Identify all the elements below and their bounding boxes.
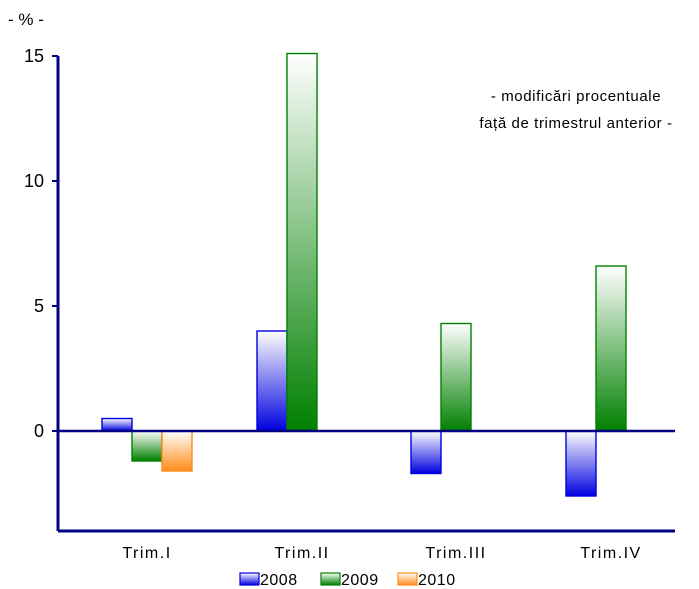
bars-layer bbox=[101, 52, 627, 497]
y-tick-label: 0 bbox=[34, 421, 44, 441]
legend-label-2010: 2010 bbox=[418, 572, 456, 589]
bar-2008-trim-ii bbox=[256, 330, 288, 432]
axes-layer bbox=[52, 55, 675, 533]
bar-2008-trim-i bbox=[101, 417, 133, 432]
bar-2009-trim-iii bbox=[440, 322, 472, 432]
x-tick-label: Trim.I bbox=[122, 545, 171, 562]
unit-label: - % - bbox=[8, 10, 44, 29]
bar-2009-trim-iv bbox=[595, 265, 627, 432]
note-line-1: - modificări procentuale bbox=[491, 88, 661, 105]
bar-2009-trim-i bbox=[131, 430, 163, 462]
bar-2008-trim-iii bbox=[410, 430, 442, 475]
bar-2008-trim-iv bbox=[565, 430, 597, 497]
y-tick-label: 5 bbox=[34, 296, 44, 316]
note-line-2: față de trimestrul anterior - bbox=[479, 115, 672, 132]
x-tick-label: Trim.III bbox=[425, 545, 486, 562]
bar-2009-trim-ii bbox=[286, 52, 318, 432]
legend-label-2008: 2008 bbox=[260, 572, 298, 589]
legend-swatch-2008 bbox=[239, 572, 260, 586]
legend-label-2009: 2009 bbox=[341, 572, 379, 589]
legend: 2008 2009 2010 bbox=[239, 572, 456, 589]
labels-layer: 0 5 10 15 Trim.I Trim.II Trim.III Trim.IV bbox=[24, 46, 641, 562]
legend-swatch-2009 bbox=[320, 572, 341, 586]
y-tick-label: 10 bbox=[24, 171, 44, 191]
y-tick-label: 15 bbox=[24, 46, 44, 66]
x-tick-label: Trim.II bbox=[274, 545, 329, 562]
bar-2010-trim-i bbox=[161, 430, 193, 472]
legend-swatch-2010 bbox=[397, 572, 418, 586]
x-tick-label: Trim.IV bbox=[580, 545, 641, 562]
